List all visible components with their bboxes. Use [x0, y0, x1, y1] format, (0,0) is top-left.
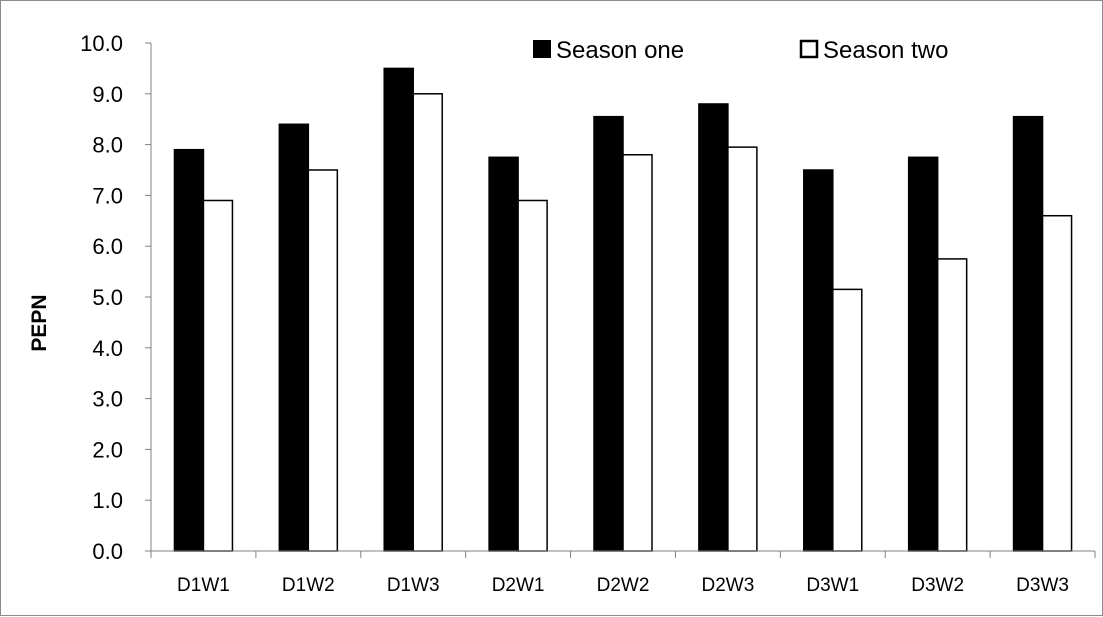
- y-tick-label: 6.0: [92, 234, 123, 259]
- legend-label-season-one: Season one: [556, 37, 684, 64]
- bar-season-one: [488, 156, 519, 552]
- bar-season-two: [622, 154, 653, 552]
- bar-season-two: [832, 288, 863, 552]
- bar-season-two: [307, 169, 339, 552]
- bar-season-one: [907, 156, 939, 552]
- y-tick-label: 1.0: [92, 488, 123, 513]
- x-tick-label: D3W3: [1016, 575, 1069, 596]
- y-axis-title: PEPN: [28, 294, 51, 351]
- x-axis-ticks: D1W1 D1W2 D1W3 D2W1 D2W2 D2W3 D3W1 D3W2 D3W3: [150, 551, 1096, 596]
- y-tick-label: 0.0: [92, 539, 123, 564]
- x-tick-label: D2W2: [597, 575, 650, 596]
- y-tick-label: 8.0: [92, 133, 123, 158]
- y-tick-label: 3.0: [92, 387, 123, 412]
- bars-layer: [173, 67, 1073, 552]
- y-tick-label: 2.0: [92, 437, 123, 462]
- x-tick-label: D1W3: [387, 575, 440, 596]
- x-tick-label: D3W2: [911, 575, 964, 596]
- x-tick-label: D1W1: [177, 575, 230, 596]
- legend-swatch-season-two: [799, 39, 819, 59]
- y-tick-label: 10.0: [80, 31, 123, 56]
- x-tick-label: D1W2: [282, 575, 335, 596]
- y-tick-label: 4.0: [92, 336, 123, 361]
- y-axis-ticks: 0.0 1.0 2.0 3.0 4.0 5.0 6.0 7.0 8.0 9.0 10.0: [80, 31, 151, 564]
- y-tick-label: 5.0: [92, 285, 123, 310]
- x-tick-label: D2W3: [701, 575, 754, 596]
- legend: Season one Season two: [533, 37, 948, 64]
- x-tick-label: D3W1: [806, 575, 859, 596]
- bar-season-one: [803, 169, 834, 552]
- bar-season-two: [412, 93, 443, 552]
- bar-season-one: [698, 103, 729, 552]
- bar-season-two: [517, 199, 548, 552]
- bar-season-two: [936, 258, 968, 552]
- bar-season-two: [202, 199, 234, 552]
- legend-label-season-two: Season two: [823, 37, 948, 64]
- bar-season-one: [173, 148, 205, 552]
- bar-season-one: [593, 115, 624, 552]
- bar-season-two: [1041, 214, 1073, 552]
- bar-season-one: [278, 123, 310, 552]
- bar-season-one: [383, 67, 414, 552]
- legend-swatch-season-one: [533, 40, 551, 58]
- bar-season-one: [1012, 115, 1044, 552]
- y-tick-label: 9.0: [92, 82, 123, 107]
- y-tick-label: 7.0: [92, 183, 123, 208]
- bar-season-two: [727, 146, 758, 552]
- x-tick-label: D2W1: [492, 575, 545, 596]
